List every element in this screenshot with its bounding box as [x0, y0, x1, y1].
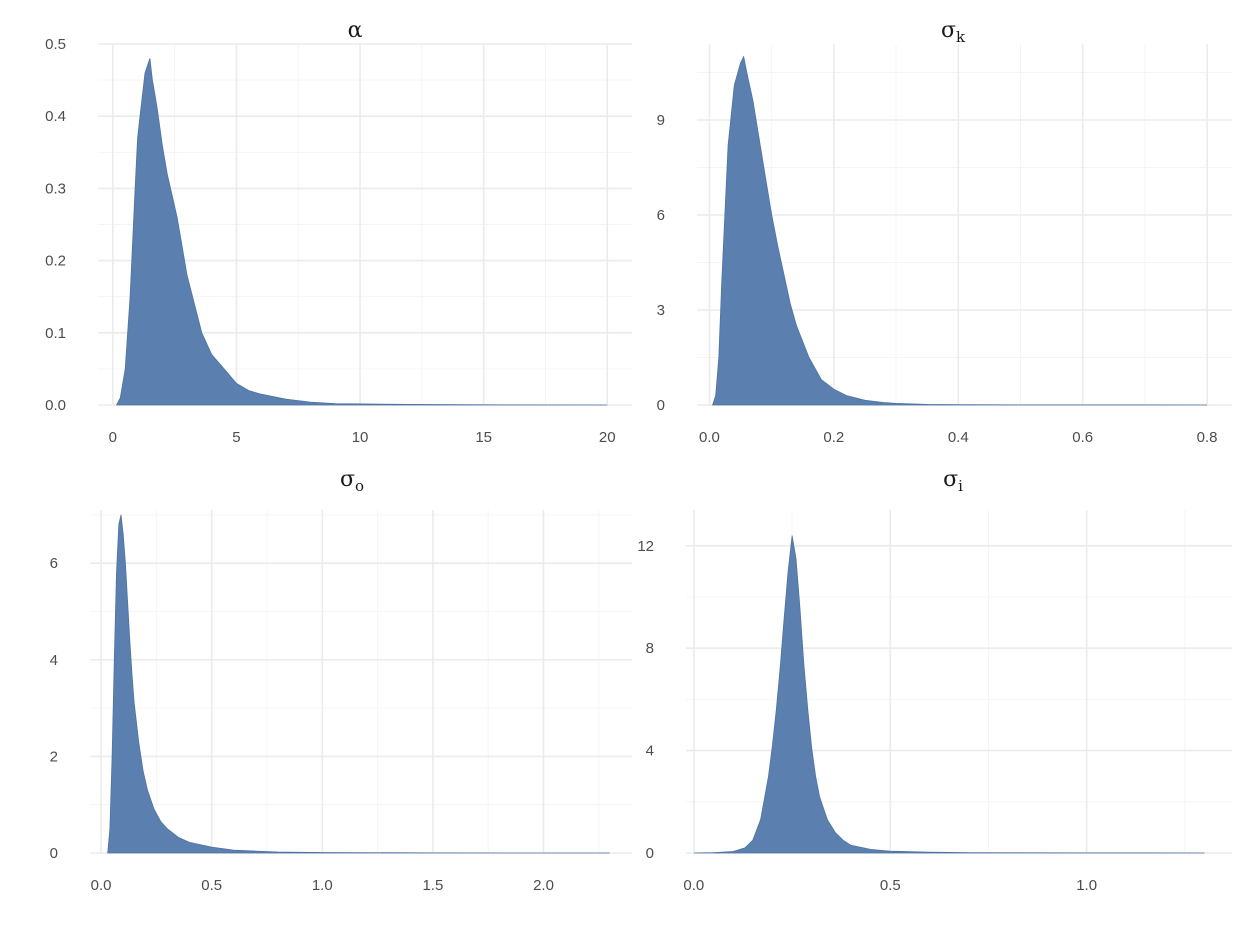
y-tick-label: 0.1: [45, 325, 66, 342]
x-tick-label: 0.4: [948, 429, 969, 446]
x-tick-label: 0: [109, 429, 117, 446]
panel-title: σk: [941, 18, 966, 46]
panel-sigma-o: 0.0 0.5 1.0 1.5 2.0 0 2 4 6 σo: [50, 467, 632, 894]
density-area-sigma-o: [107, 514, 610, 854]
panel-title: σi: [943, 467, 963, 495]
y-tick-label: 6: [50, 555, 58, 572]
y-tick-label: 0.2: [45, 253, 66, 270]
panel-alpha: 0 5 10 15 20 0.0 0.1 0.2 0.3 0.4 0.5 α: [45, 18, 632, 446]
density-panels: 0 5 10 15 200.00.10.20.30.40.5α0.0 0.2 0.4 0.6 0…: [45, 18, 1232, 894]
y-tick-label: 0.3: [45, 180, 66, 197]
x-tick-label: 15: [475, 429, 492, 446]
panel-title: σo: [340, 467, 364, 495]
x-tick-label: 5: [232, 429, 240, 446]
y-tick-label: 0: [646, 845, 654, 862]
panel-title-symbol: σ: [340, 467, 355, 492]
x-tick-label: 10: [352, 429, 369, 446]
x-tick-label: 2.0: [533, 877, 554, 894]
y-tick-label: 0.5: [45, 36, 66, 53]
panel-title-subscript: i: [958, 477, 963, 495]
x-tick-label: 0.5: [201, 877, 222, 894]
x-tick-label: 0.8: [1197, 429, 1218, 446]
y-tick-label: 4: [646, 743, 654, 760]
y-tick-label: 3: [657, 302, 665, 319]
x-tick-label: 1.0: [312, 877, 333, 894]
panel-title-subscript: k: [956, 28, 966, 46]
x-tick-label: 1.5: [422, 877, 443, 894]
y-tick-label: 0.0: [45, 397, 66, 414]
x-tick-label: 1.0: [1076, 877, 1097, 894]
x-tick-label: 0.5: [880, 877, 901, 894]
panel-title-symbol: α: [348, 18, 363, 43]
x-tick-label: 0.6: [1072, 429, 1093, 446]
y-tick-label: 2: [50, 748, 58, 765]
y-tick-label: 0: [657, 397, 665, 414]
y-tick-label: 0: [50, 845, 58, 862]
density-area-sigma-i: [693, 535, 1205, 854]
y-tick-label: 8: [646, 640, 654, 657]
panel-title-symbol: σ: [943, 467, 958, 492]
density-area-alpha: [115, 58, 608, 406]
panel-sigma-k: 0.0 0.2 0.4 0.6 0.8 0 3 6 9 σk: [657, 18, 1232, 446]
x-tick-label: 0.0: [91, 877, 112, 894]
density-area-sigma-k: [712, 55, 1208, 406]
y-tick-label: 9: [657, 112, 665, 129]
y-tick-label: 4: [50, 652, 58, 669]
panel-sigma-i: 0.0 0.5 1.0 0 4 8 12 σi: [637, 467, 1232, 894]
x-tick-label: 0.0: [683, 877, 704, 894]
y-tick-label: 6: [657, 207, 665, 224]
y-tick-label: 0.4: [45, 108, 66, 125]
panel-title: α: [348, 18, 363, 43]
x-tick-label: 0.2: [823, 429, 844, 446]
panel-title-symbol: σ: [941, 18, 956, 43]
panel-title-subscript: o: [355, 477, 364, 495]
x-tick-label: 0.0: [699, 429, 720, 446]
y-tick-label: 12: [637, 538, 654, 555]
x-tick-label: 20: [599, 429, 616, 446]
